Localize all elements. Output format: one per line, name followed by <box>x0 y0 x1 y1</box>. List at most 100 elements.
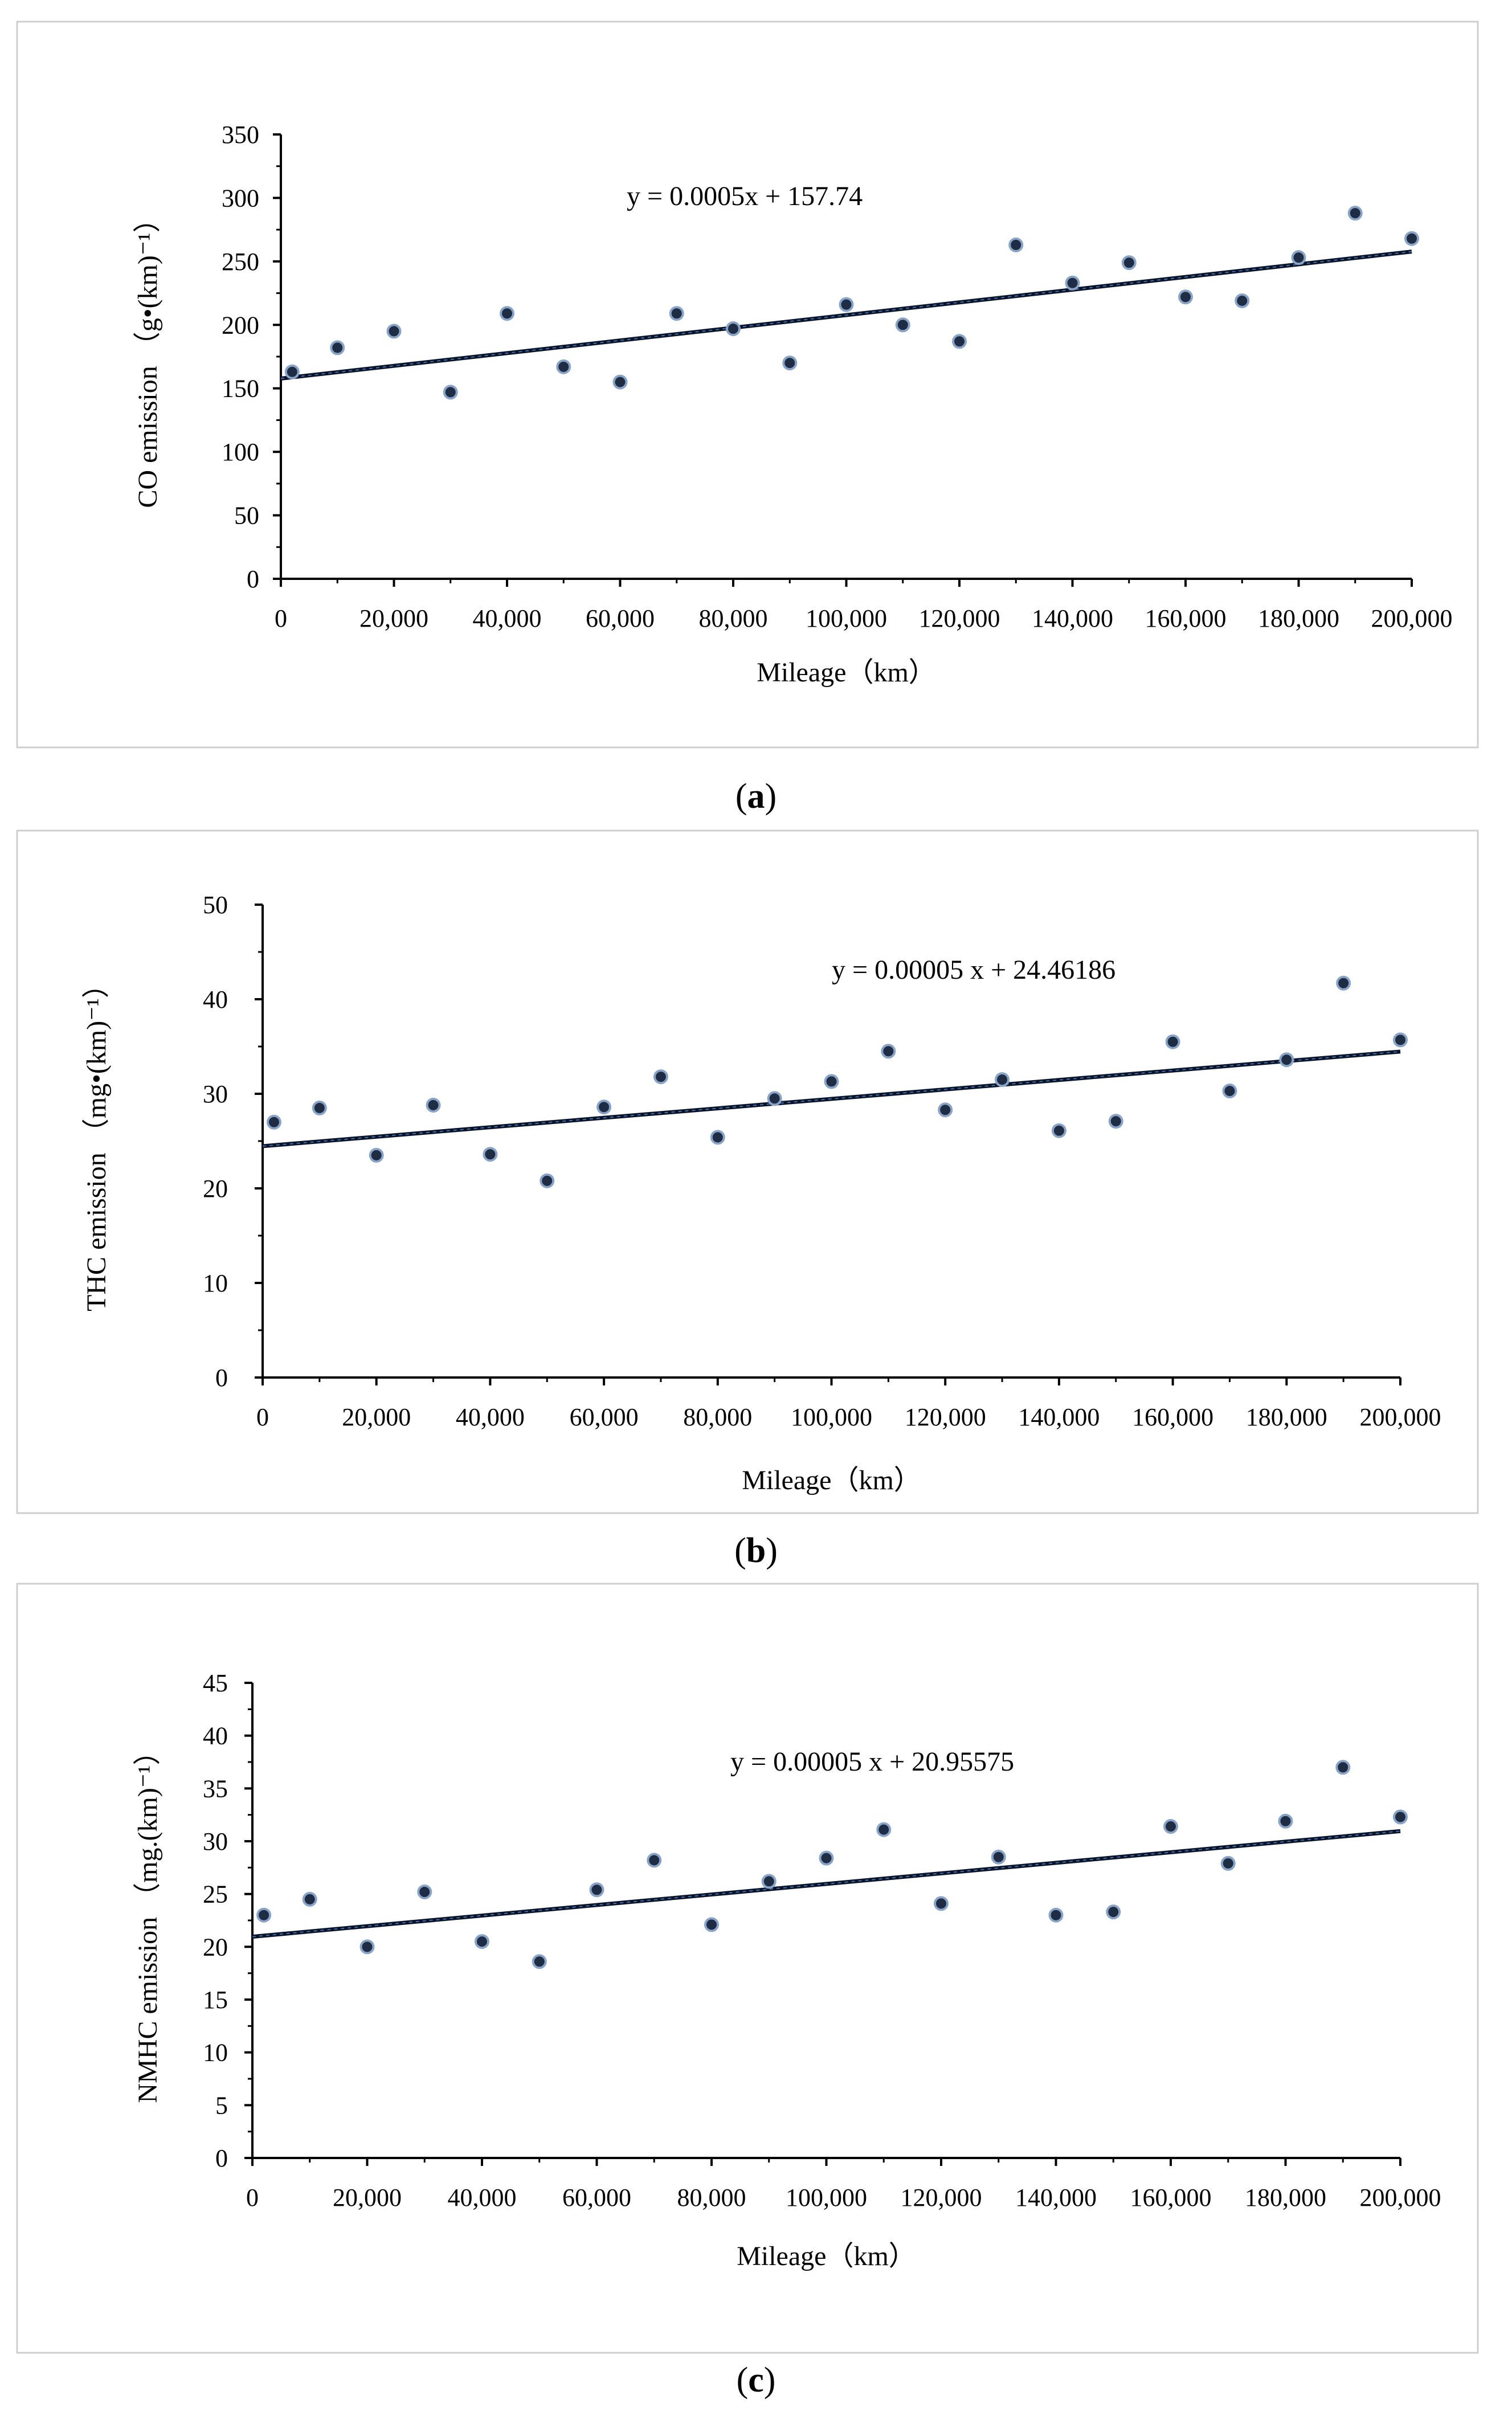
data-point <box>612 374 628 390</box>
data-point <box>1278 1813 1293 1829</box>
y-tick-label: 30 <box>203 1080 228 1108</box>
trendline-highlight <box>280 251 1412 379</box>
x-tick-label: 60,000 <box>586 604 655 632</box>
chart-panel-a: 0 50 100 150 200 250 300 350 0 20,000 40,000 60,000… <box>16 21 1479 816</box>
y-tick-label: 35 <box>203 1775 228 1802</box>
trendline-highlight <box>262 1051 1401 1147</box>
x-tick-label: 20,000 <box>342 1403 411 1431</box>
x-tick-label: 140,000 <box>1015 2184 1097 2212</box>
y-tick-label: 250 <box>222 248 259 276</box>
panel-border <box>16 829 1479 1514</box>
data-point <box>256 1907 272 1923</box>
data-point <box>881 1044 896 1059</box>
data-point <box>302 1891 317 1907</box>
data-point <box>1335 1760 1351 1775</box>
data-point <box>1048 1907 1064 1923</box>
x-tick-label: 140,000 <box>1018 1403 1100 1431</box>
data-point <box>596 1099 612 1115</box>
y-tick-label: 30 <box>203 1828 228 1855</box>
x-tick-label: 180,000 <box>1246 1403 1327 1431</box>
x-tick-label: 200,000 <box>1371 604 1453 632</box>
data-point <box>312 1100 327 1115</box>
regression-equation: y = 0.00005 x + 20.95575 <box>730 1747 1014 1777</box>
x-tick-label: 80,000 <box>699 604 768 632</box>
y-tick-label: 0 <box>215 1364 228 1392</box>
data-point <box>1393 1032 1408 1048</box>
x-tick-label: 40,000 <box>448 2184 517 2212</box>
regression-equation: y = 0.0005x + 157.74 <box>627 181 863 211</box>
y-tick-label: 20 <box>203 1933 228 1961</box>
data-point <box>443 385 458 400</box>
data-point <box>782 355 798 371</box>
data-point <box>284 364 300 379</box>
data-point <box>426 1097 441 1113</box>
x-tick-label: 80,000 <box>677 2184 746 2212</box>
y-tick-label: 40 <box>203 1722 228 1750</box>
y-tick-label: 5 <box>215 2091 228 2119</box>
y-tick-label: 350 <box>222 121 259 149</box>
x-tick-label: 180,000 <box>1258 604 1339 632</box>
data-point <box>938 1102 953 1118</box>
data-point <box>589 1882 604 1898</box>
data-point <box>475 1934 489 1949</box>
data-point <box>839 297 854 312</box>
data-point <box>330 340 345 355</box>
data-point <box>556 359 571 374</box>
panel-caption-letter: b <box>746 1531 766 1570</box>
x-tick-label: 120,000 <box>919 604 1000 632</box>
data-point <box>767 1091 782 1106</box>
data-point <box>1178 289 1193 305</box>
data-point <box>1106 1904 1121 1920</box>
x-tick-label: 60,000 <box>562 2184 631 2212</box>
x-tick-label: 160,000 <box>1130 2184 1212 2212</box>
x-tick-label: 100,000 <box>806 604 887 632</box>
x-tick-label: 200,000 <box>1360 1403 1441 1431</box>
x-tick-label: 20,000 <box>359 604 428 632</box>
x-tick-label: 100,000 <box>791 1403 872 1431</box>
x-tick-label: 60,000 <box>570 1403 639 1431</box>
y-tick-label: 10 <box>203 2039 228 2067</box>
data-point <box>819 1850 834 1866</box>
data-point <box>1108 1114 1123 1129</box>
data-point <box>1220 1855 1236 1871</box>
data-point <box>704 1917 719 1932</box>
data-point <box>895 317 910 333</box>
x-tick-label: 100,000 <box>786 2184 867 2212</box>
data-point <box>995 1072 1010 1088</box>
data-point <box>1336 975 1351 991</box>
x-tick-label: 40,000 <box>473 604 542 632</box>
panel-caption: (a) <box>735 777 777 816</box>
data-point <box>483 1147 498 1162</box>
data-point <box>952 334 967 349</box>
data-point <box>532 1954 547 1969</box>
x-axis-title: Mileage（km） <box>757 657 936 688</box>
chart-panel-b: 0 10 20 30 40 50 0 20,000 40,000 60,000 80,000 100,… <box>16 829 1479 1570</box>
data-point <box>1222 1084 1237 1099</box>
x-tick-label: 20,000 <box>333 2184 402 2212</box>
y-tick-label: 0 <box>215 2144 228 2172</box>
x-tick-label: 80,000 <box>683 1403 752 1431</box>
y-tick-label: 20 <box>203 1175 228 1203</box>
y-tick-label: 15 <box>203 1986 228 2014</box>
y-tick-label: 10 <box>203 1269 228 1297</box>
y-tick-label: 50 <box>234 502 259 530</box>
data-point <box>1051 1123 1066 1138</box>
data-point <box>991 1849 1006 1865</box>
data-point <box>359 1939 375 1955</box>
x-tick-label: 200,000 <box>1360 2184 1441 2212</box>
panel-caption: (b) <box>734 1531 778 1570</box>
data-point <box>1008 237 1024 252</box>
x-tick-label: 0 <box>256 1403 269 1431</box>
regression-equation: y = 0.00005 x + 24.46186 <box>832 955 1115 985</box>
data-point <box>824 1074 839 1089</box>
data-point <box>761 1874 777 1889</box>
data-point <box>540 1173 555 1188</box>
x-axis-title: Mileage（km） <box>737 2241 916 2271</box>
y-tick-label: 40 <box>203 986 228 1013</box>
data-point <box>1235 293 1250 308</box>
data-point <box>726 321 741 336</box>
data-point <box>647 1853 662 1868</box>
x-tick-label: 160,000 <box>1145 604 1227 632</box>
trendline-highlight <box>252 1830 1401 1938</box>
